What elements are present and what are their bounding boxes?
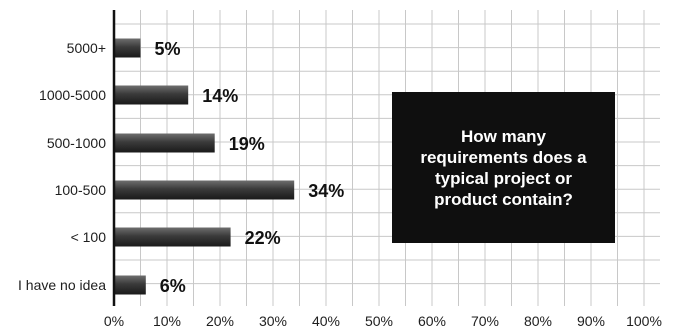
chart-labels: 5000+ 5% 1000-5000 14% 500-1000 19% 100-500 34%…	[18, 39, 344, 296]
bar	[115, 180, 295, 200]
bar	[115, 38, 141, 58]
bar	[115, 275, 146, 295]
chart-bars	[115, 38, 295, 295]
x-tick-label: 50%	[365, 313, 393, 329]
x-tick-label: 100%	[626, 313, 662, 329]
x-tick-label: 0%	[104, 313, 124, 329]
value-label: 6%	[160, 276, 186, 296]
x-tick-label: 30%	[259, 313, 287, 329]
value-label: 22%	[245, 228, 281, 248]
x-tick-label: 10%	[153, 313, 181, 329]
value-label: 19%	[229, 134, 265, 154]
category-label: 5000+	[67, 40, 106, 56]
x-tick-label: 60%	[418, 313, 446, 329]
x-tick-label: 80%	[524, 313, 552, 329]
x-tick-label: 40%	[312, 313, 340, 329]
bar	[115, 227, 231, 247]
category-label: 500-1000	[47, 135, 106, 151]
value-label: 14%	[202, 86, 238, 106]
category-label: < 100	[71, 229, 107, 245]
chart-callout-box: How many requirements does a typical pro…	[392, 92, 615, 243]
value-label: 34%	[308, 181, 344, 201]
bar	[115, 133, 215, 153]
category-label: 100-500	[55, 182, 107, 198]
bar	[115, 85, 189, 105]
chart-x-ticks: 0% 10% 20% 30% 40% 50% 60% 70% 80% 90% 100%	[104, 313, 662, 329]
x-tick-label: 20%	[206, 313, 234, 329]
chart-title: How many requirements does a typical pro…	[420, 126, 587, 209]
category-label: 1000-5000	[39, 87, 106, 103]
category-label: I have no idea	[18, 277, 106, 293]
value-label: 5%	[155, 39, 181, 59]
x-tick-label: 90%	[577, 313, 605, 329]
x-tick-label: 70%	[471, 313, 499, 329]
